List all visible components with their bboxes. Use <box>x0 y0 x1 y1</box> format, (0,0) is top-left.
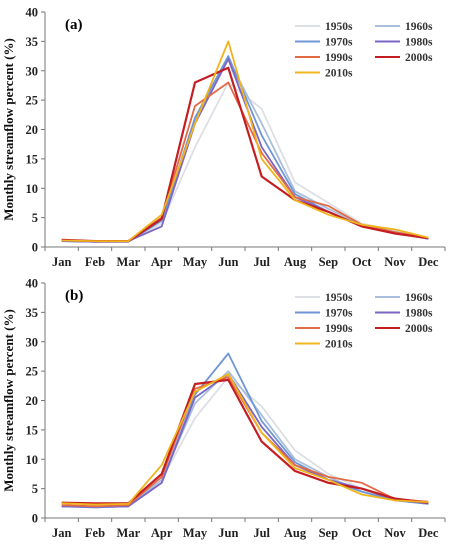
x-tick-label: May <box>183 526 208 540</box>
legend-item: 1960s <box>375 292 433 304</box>
x-tick-label: Aug <box>284 255 307 269</box>
x-tick-label: Mar <box>117 526 141 540</box>
legend-item: 2000s <box>375 52 433 64</box>
legend-label: 1950s <box>325 21 353 33</box>
legend-label: 1990s <box>325 52 353 64</box>
x-tick-label: Apr <box>151 255 173 269</box>
legend-item: 1950s <box>295 292 353 304</box>
legend-label: 1960s <box>405 21 433 33</box>
legend-item: 1990s <box>295 323 353 335</box>
legend-label: 2010s <box>325 339 353 351</box>
legend-item: 1980s <box>375 37 433 49</box>
series-line-2010s <box>61 373 429 506</box>
y-tick-label: 20 <box>26 394 39 408</box>
x-tick-label: Jul <box>253 526 270 540</box>
series-line-1970s <box>61 352 429 509</box>
series-line-1960s <box>61 58 429 243</box>
y-tick-label: 0 <box>32 241 38 255</box>
y-tick-label: 25 <box>26 94 39 108</box>
series-line-1970s <box>61 55 429 243</box>
legend-label: 2000s <box>405 52 433 64</box>
series-line-1980s <box>61 58 429 243</box>
legend-label: 1970s <box>325 37 353 49</box>
x-tick-label: Sep <box>319 526 339 540</box>
y-tick-label: 40 <box>26 6 39 20</box>
y-tick-label: 30 <box>26 64 39 78</box>
y-tick-label: 0 <box>32 512 38 526</box>
legend-label: 2010s <box>325 68 353 80</box>
x-tick-label: Jan <box>52 526 72 540</box>
panel-1: 0 5 10 15 20 25 30 35 40 Jan Feb Mar Apr May Jun Jul Aug… <box>1 277 446 540</box>
y-tick-label: 10 <box>26 453 39 467</box>
y-axis-label: Monthly streamflow percent (%) <box>1 309 16 492</box>
x-tick-label: Sep <box>319 255 339 269</box>
y-tick-label: 25 <box>26 365 39 379</box>
x-tick-label: Dec <box>418 255 439 269</box>
x-tick-label: Apr <box>151 526 173 540</box>
legend-item: 1980s <box>375 308 433 320</box>
legend-item: 1950s <box>295 21 353 33</box>
x-tick-label: Mar <box>117 255 141 269</box>
legend-item: 1970s <box>295 37 353 49</box>
series-line-1990s <box>61 81 429 243</box>
series-line-1990s <box>61 376 429 508</box>
y-tick-label: 35 <box>26 35 39 49</box>
panel-0: 0 5 10 15 20 25 30 35 40 Jan Feb Mar Apr May Jun Jul Aug… <box>1 6 446 269</box>
x-tick-label: Jun <box>218 255 238 269</box>
legend-label: 1960s <box>405 292 433 304</box>
x-tick-label: Feb <box>85 255 105 269</box>
legend-label: 1950s <box>325 292 353 304</box>
y-tick-label: 40 <box>26 277 39 291</box>
series-line-2000s <box>61 378 429 505</box>
x-tick-label: Dec <box>418 526 439 540</box>
y-tick-label: 30 <box>26 335 39 349</box>
legend-label: 2000s <box>405 323 433 335</box>
x-tick-label: Feb <box>85 526 105 540</box>
y-tick-label: 20 <box>26 123 39 137</box>
x-tick-label: Jul <box>253 255 270 269</box>
y-tick-label: 35 <box>26 306 39 320</box>
legend-item: 1960s <box>375 21 433 33</box>
x-tick-label: Jun <box>218 526 238 540</box>
x-tick-label: Aug <box>284 526 307 540</box>
legend-label: 1980s <box>405 308 433 320</box>
panel-label: (b) <box>65 288 83 304</box>
legend-item: 2010s <box>295 339 353 351</box>
x-tick-label: Oct <box>352 526 372 540</box>
x-tick-label: Nov <box>384 255 406 269</box>
legend-label: 1970s <box>325 308 353 320</box>
legend-item: 2000s <box>375 323 433 335</box>
x-tick-label: May <box>183 255 208 269</box>
legend-item: 1970s <box>295 308 353 320</box>
y-tick-label: 10 <box>26 182 39 196</box>
x-tick-label: Jan <box>52 255 72 269</box>
legend-label: 1990s <box>325 323 353 335</box>
y-tick-label: 5 <box>32 482 38 496</box>
x-tick-label: Oct <box>352 255 372 269</box>
y-tick-label: 15 <box>26 152 39 166</box>
legend-label: 1980s <box>405 37 433 49</box>
panel-label: (a) <box>65 17 83 33</box>
series-line-2010s <box>61 40 429 243</box>
y-tick-label: 15 <box>26 423 39 437</box>
y-tick-label: 5 <box>32 211 38 225</box>
x-tick-label: Nov <box>384 526 406 540</box>
y-axis-label: Monthly streamflow percent (%) <box>1 38 16 221</box>
series-line-1950s <box>61 81 429 243</box>
legend-item: 2010s <box>295 68 353 80</box>
legend-item: 1990s <box>295 52 353 64</box>
